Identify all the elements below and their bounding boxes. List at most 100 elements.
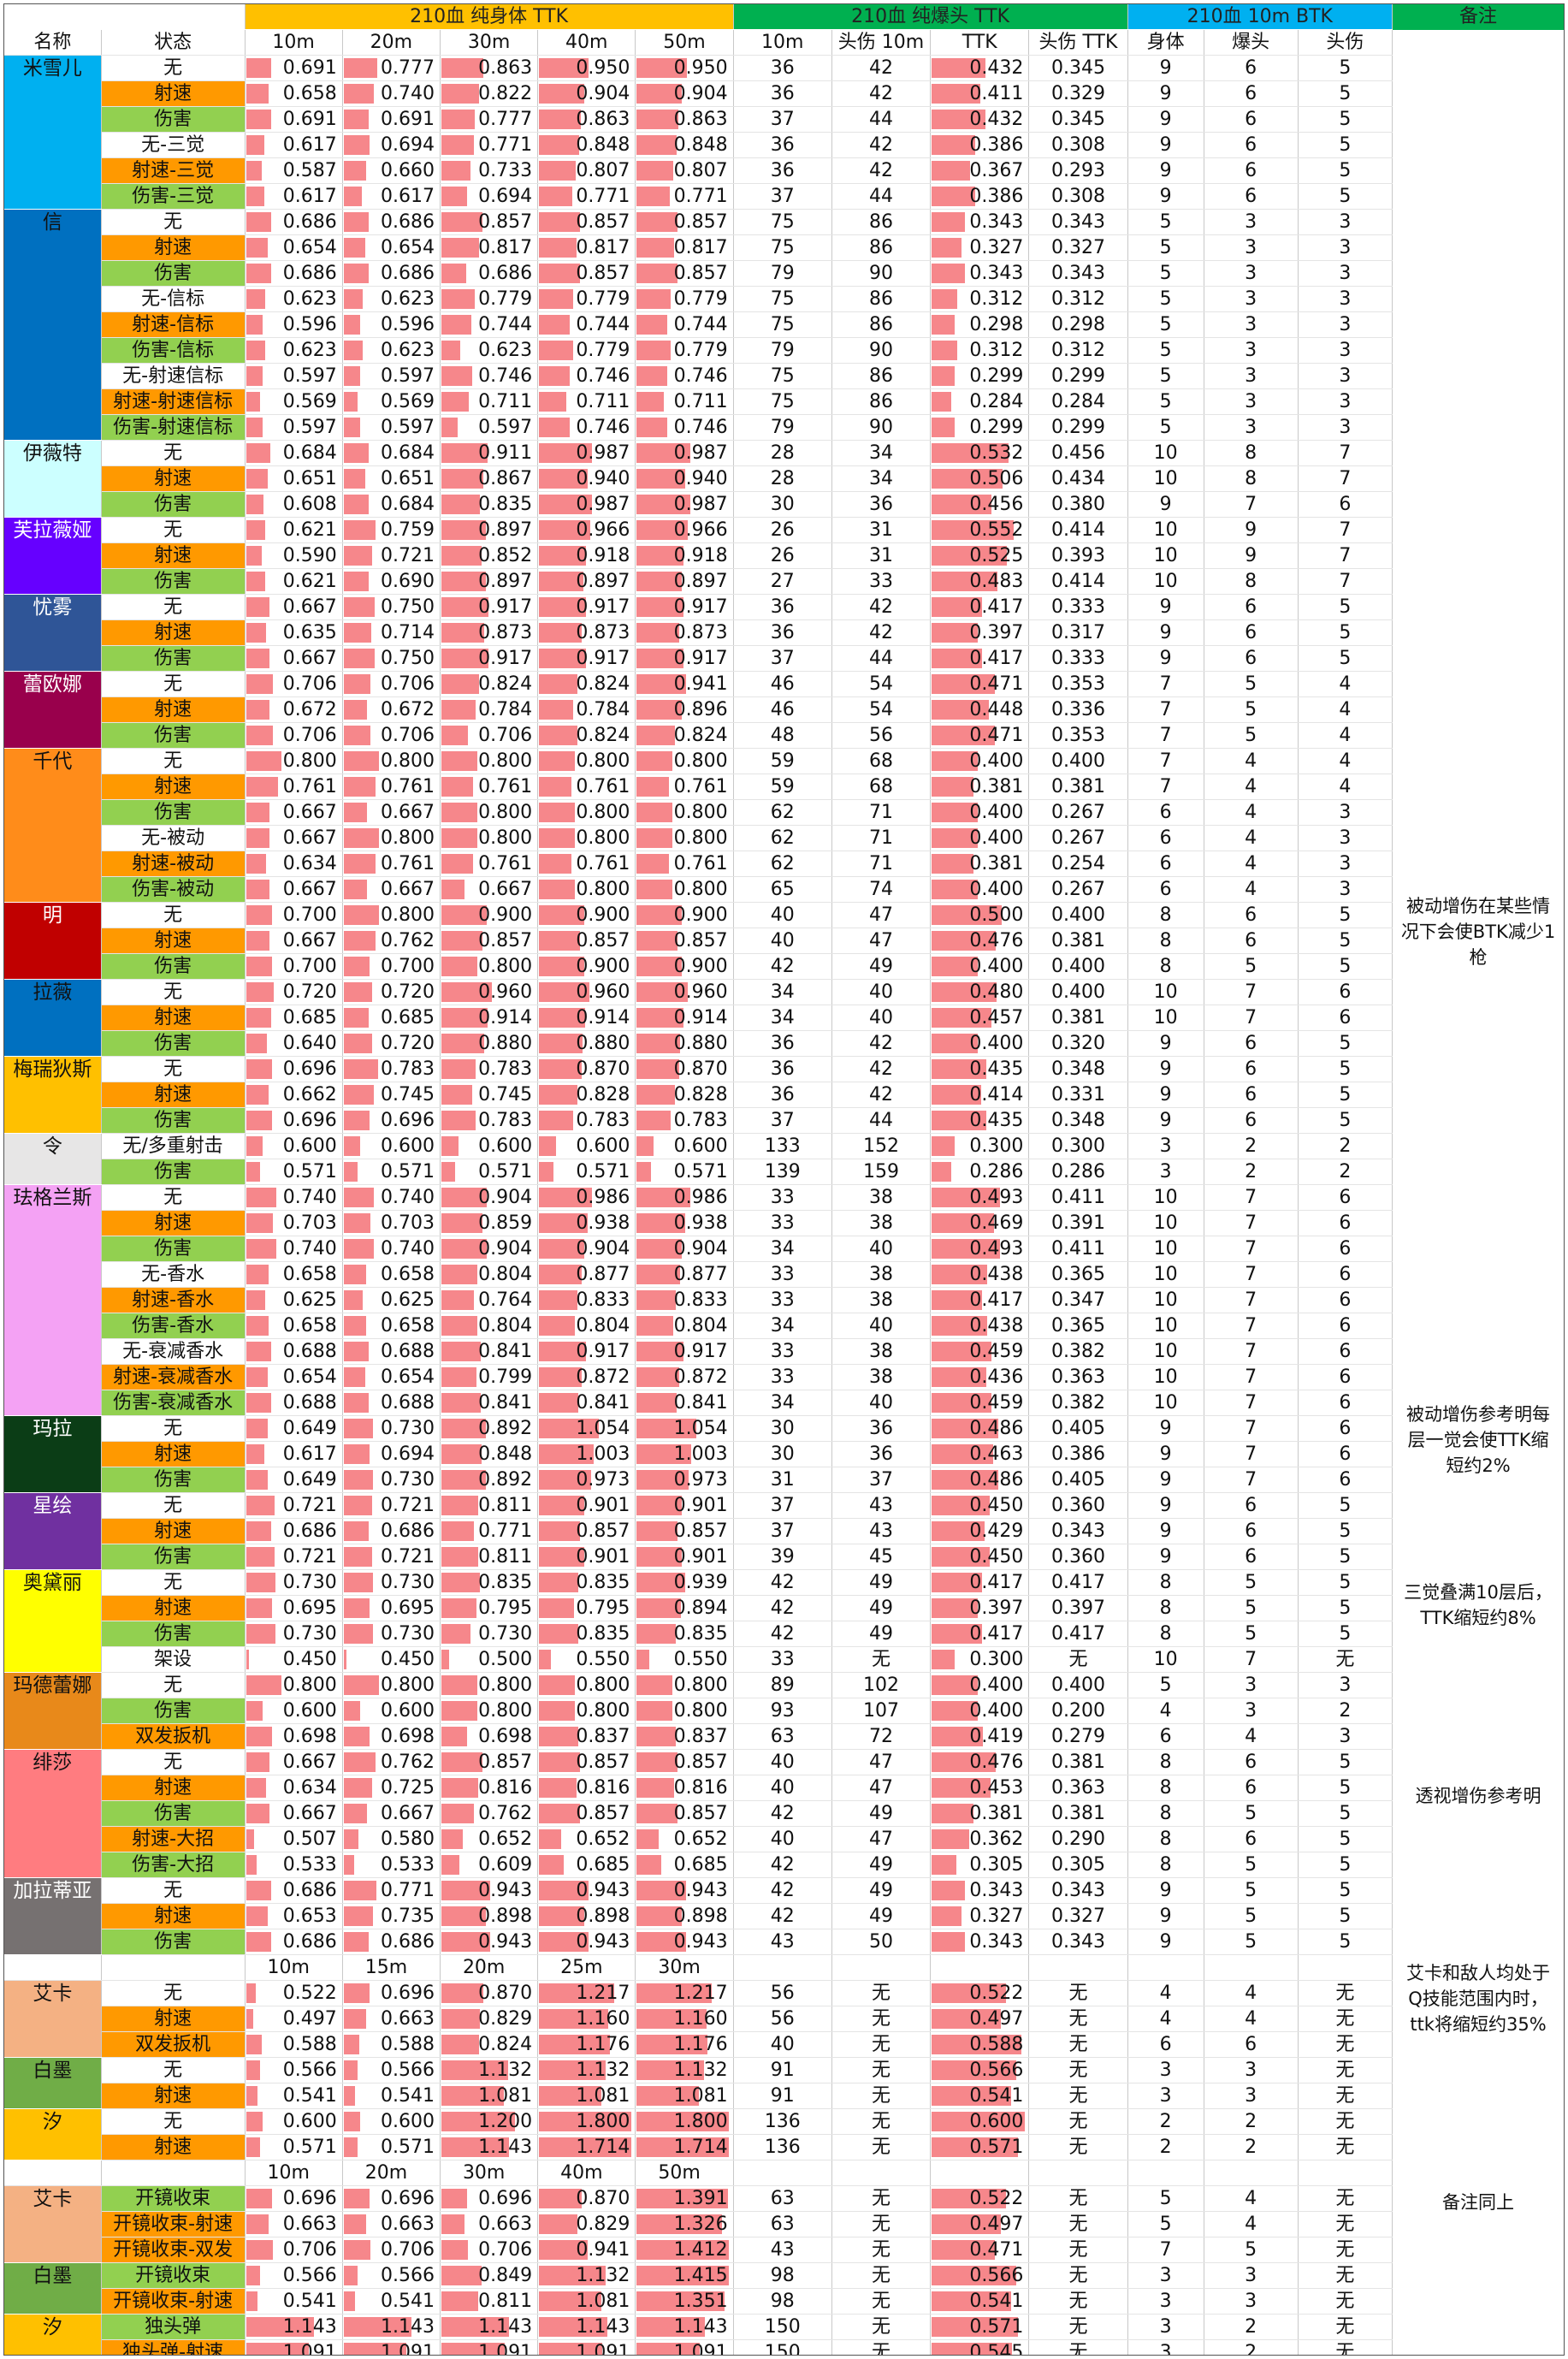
btk-cell: 3 — [1298, 851, 1393, 878]
ttk-body-cell: 0.835 — [635, 1621, 734, 1648]
data-bar — [539, 1521, 581, 1542]
data-bar — [246, 1136, 263, 1157]
ttk-body-cell: 0.500 — [440, 1646, 539, 1674]
ttk-value: 1.217 — [576, 1983, 630, 2005]
table-row: 射速 0.590 0.721 0.852 0.918 0.918 26 31 0.525 0.39… — [4, 542, 1393, 570]
ttk-body-cell: 0.800 — [245, 1672, 343, 1699]
ttk-body-cell: 0.857 — [635, 260, 734, 287]
state-label: 射速-大招 — [101, 1826, 246, 1853]
head-value: 33 — [770, 1289, 795, 1312]
head-cell: 无 — [1028, 1980, 1128, 2007]
ttk-body-cell: 0.686 — [342, 209, 441, 236]
head-ttk-value: 0.459 — [969, 1392, 1024, 1414]
data-bar — [343, 1906, 374, 1927]
head-cell: 0.331 — [1028, 1082, 1128, 1109]
header-ttk-body: 210血 纯身体 TTK — [245, 4, 734, 31]
ttk-value: 0.824 — [478, 2034, 533, 2056]
data-bar — [246, 1752, 269, 1773]
head-cell: 0.284 — [1028, 388, 1128, 416]
ttk-value: 0.688 — [282, 1392, 337, 1414]
head-cell: 0.414 — [1028, 568, 1128, 596]
head-cell: 0.417 — [1028, 1621, 1128, 1648]
head-ttk-value: 0.400 — [969, 827, 1024, 850]
head-value: 47 — [868, 1777, 893, 1799]
ttk-value: 0.730 — [380, 1572, 435, 1594]
state-label: 射速 — [101, 465, 246, 493]
ttk-value: 0.696 — [380, 1983, 435, 2005]
data-bar — [441, 1367, 477, 1388]
ttk-body-cell: 0.841 — [440, 1390, 539, 1417]
ttk-body-cell: 0.750 — [342, 645, 441, 673]
ttk-value: 0.597 — [282, 417, 337, 439]
data-bar — [539, 1675, 575, 1696]
head-value: 37 — [770, 186, 795, 208]
blank — [733, 1954, 832, 1982]
head-cell: 42 — [733, 1800, 832, 1828]
ttk-body-cell: 0.800 — [635, 799, 734, 827]
ttk-head-cell: 0.600 — [930, 2108, 1030, 2136]
state-label: 射速-被动 — [101, 851, 246, 878]
data-bar — [343, 2317, 412, 2338]
data-bar — [441, 315, 472, 335]
head-value: 0.200 — [1050, 1700, 1105, 1722]
ttk-body-cell: 1.091 — [440, 2339, 539, 2355]
data-bar — [343, 1727, 370, 1747]
data-bar — [441, 1444, 482, 1465]
btk-cell: 6 — [1298, 1005, 1393, 1032]
ttk-value: 0.779 — [576, 288, 630, 311]
table-row: 明无 0.700 0.800 0.900 0.900 0.900 40 47 0.500 0.40… — [4, 902, 1393, 981]
ttk-value: 0.744 — [576, 314, 630, 336]
data-bar — [246, 1624, 275, 1645]
head-cell: 0.365 — [1028, 1313, 1128, 1340]
state-label: 无 — [101, 1569, 246, 1597]
data-bar — [246, 2112, 263, 2132]
ttk-body-cell: 0.811 — [440, 1492, 539, 1520]
head-ttk-value: 0.386 — [969, 134, 1024, 157]
head-cell: 0.336 — [1028, 696, 1128, 724]
data-bar — [636, 2009, 707, 2030]
head-value: 62 — [770, 827, 795, 850]
ttk-value: 0.654 — [380, 1366, 435, 1389]
head-cell: 33 — [733, 1210, 832, 1237]
data-bar — [636, 264, 678, 284]
ttk-body-cell: 0.771 — [440, 132, 539, 159]
head-ttk-value: 0.438 — [969, 1264, 1024, 1286]
ttk-value: 0.662 — [282, 1084, 337, 1106]
ttk-body-cell: 0.714 — [342, 619, 441, 647]
head-value: 75 — [770, 391, 795, 413]
state-label: 伤害 — [101, 1929, 246, 1956]
ttk-value: 0.800 — [478, 956, 533, 978]
ttk-head-cell: 0.400 — [930, 876, 1030, 904]
ttk-body-cell: 0.783 — [635, 1107, 734, 1135]
blank — [101, 1954, 246, 1982]
ttk-head-cell: 0.483 — [930, 568, 1030, 596]
ttk-value: 0.730 — [282, 1572, 337, 1594]
ttk-value: 0.800 — [478, 1700, 533, 1722]
ttk-value: 1.800 — [576, 2111, 630, 2133]
ttk-head-cell: 0.436 — [930, 1364, 1030, 1391]
head-value: 0.360 — [1050, 1546, 1105, 1568]
data-bar — [441, 1598, 477, 1619]
btk-cell: 5 — [1298, 183, 1393, 210]
data-bar — [539, 1419, 599, 1439]
ttk-head-cell: 0.469 — [930, 1210, 1030, 1237]
table-row: 射速 0.653 0.735 0.898 0.898 0.898 42 49 0.327 0.32… — [4, 1903, 1393, 1930]
table-row: 拉薇无 0.720 0.720 0.960 0.960 0.960 34 40 0.480 0.4… — [4, 979, 1393, 1058]
ttk-body-cell: 0.541 — [245, 2288, 343, 2315]
ttk-value: 0.625 — [380, 1289, 435, 1312]
head-value: 无 — [1068, 1649, 1088, 1671]
head-value: 47 — [868, 1829, 893, 1851]
data-bar — [932, 495, 991, 515]
head-value: 50 — [868, 1931, 893, 1953]
head-cell: 42 — [831, 1030, 932, 1058]
head-ttk-value: 0.483 — [969, 571, 1024, 593]
ttk-body-cell: 0.685 — [245, 1005, 343, 1032]
ttk-value: 0.761 — [380, 853, 435, 875]
data-bar — [636, 726, 675, 746]
ttk-body-cell: 0.904 — [635, 80, 734, 108]
ttk-body-cell: 0.750 — [342, 594, 441, 621]
state-label: 无 — [101, 748, 246, 775]
ttk-body-cell: 0.658 — [245, 1261, 343, 1289]
head-cell: 42 — [831, 55, 932, 82]
head-cell: 44 — [831, 106, 932, 133]
